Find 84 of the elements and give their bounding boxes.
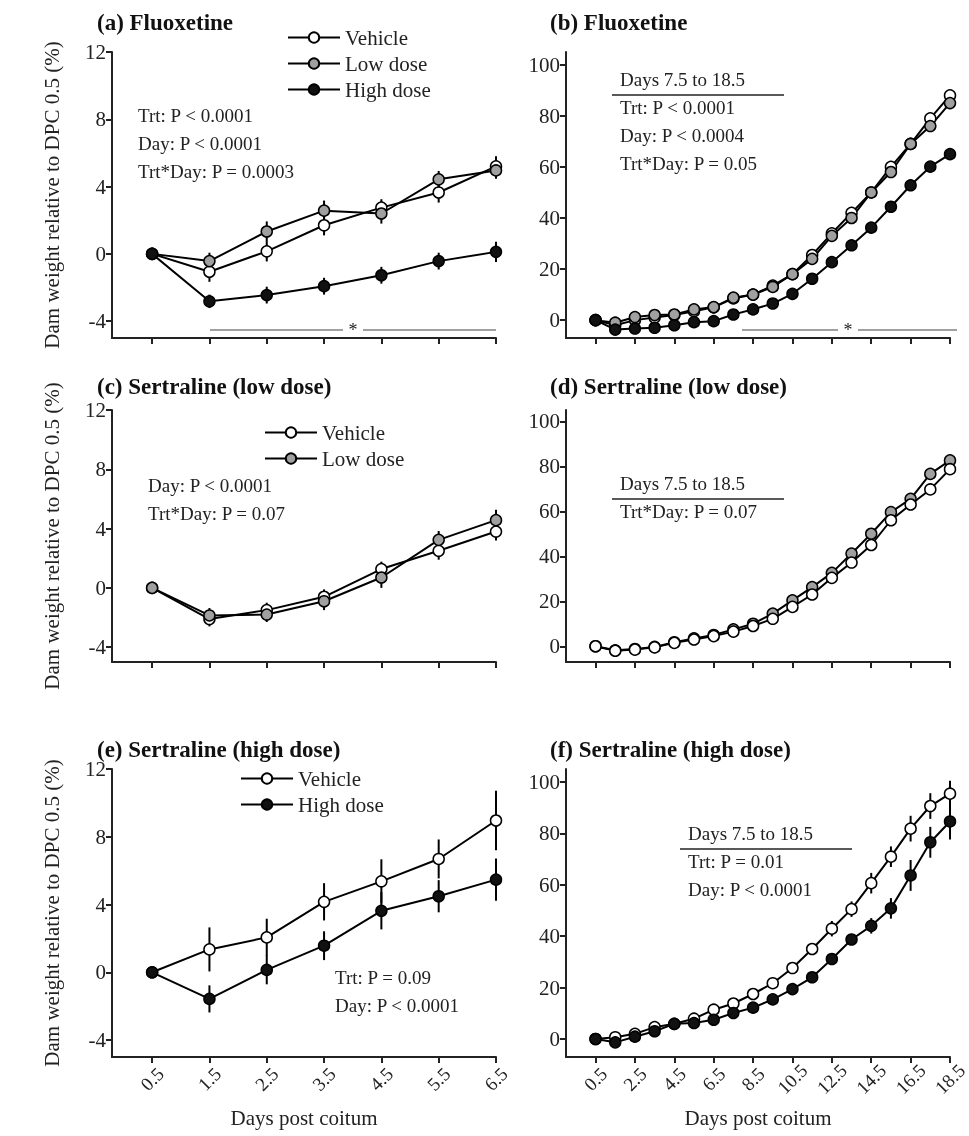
y-tick-label: 0 — [95, 575, 106, 600]
legend-label: Low dose — [322, 446, 405, 471]
y-tick-label: 20 — [539, 257, 560, 282]
y-tick-label: 80 — [539, 454, 560, 479]
y-tick-label: 40 — [539, 544, 560, 569]
x-axis-title: Days post coitum — [230, 1105, 378, 1130]
y-tick-label: -4 — [88, 309, 107, 334]
y-tick-label: 80 — [539, 103, 560, 128]
annotation: Day: P < 0.0001 — [688, 879, 813, 900]
x-tick-label: 4.5 — [658, 1063, 691, 1095]
legend-label: Low dose — [345, 51, 428, 76]
x-tick-label: 1.5 — [193, 1063, 226, 1095]
y-tick-label: 0 — [95, 960, 106, 985]
y-tick-label: 20 — [539, 589, 560, 614]
legend-label: Vehicle — [322, 420, 385, 445]
annotation: Trt*Day: P = 0.0003 — [138, 161, 295, 182]
x-tick-label: 2.5 — [250, 1063, 283, 1095]
y-tick-label: 100 — [528, 769, 560, 794]
y-tick-label: 4 — [95, 174, 107, 199]
y-tick-label: 12 — [85, 40, 106, 64]
chart-title: (a) Fluoxetine — [97, 10, 234, 35]
x-tick-label: 6.5 — [697, 1063, 730, 1095]
y-tick-label: 0 — [549, 634, 560, 659]
y-tick-label: 4 — [95, 516, 107, 541]
legend-label: High dose — [345, 77, 431, 102]
y-axis-title: Dam weight relative to DPC 0.5 (%) — [40, 41, 64, 349]
x-tick-label: 8.5 — [737, 1063, 769, 1095]
y-tick-label: 60 — [539, 499, 560, 524]
x-tick-label: 10.5 — [773, 1059, 812, 1099]
legend-label: High dose — [298, 792, 384, 817]
annotation: Trt*Day: P = 0.05 — [620, 153, 758, 174]
y-tick-label: 80 — [539, 821, 560, 846]
chart-title: (c) Sertraline (low dose) — [97, 374, 332, 399]
x-tick-label: 18.5 — [930, 1059, 969, 1099]
annotation: Days 7.5 to 18.5 — [688, 823, 814, 844]
x-tick-label: 16.5 — [891, 1059, 930, 1099]
y-axis-title: Dam weight relative to DPC 0.5 (%) — [40, 382, 64, 690]
x-tick-label: 0.5 — [136, 1063, 168, 1095]
y-axis-title: Dam weight relative to DPC 0.5 (%) — [40, 759, 64, 1067]
annotation: * — [348, 320, 358, 340]
annotation: Trt: P = 0.01 — [688, 851, 784, 872]
y-tick-label: 8 — [95, 457, 106, 482]
annotation: Day: P < 0.0001 — [138, 133, 263, 154]
y-tick-label: 60 — [539, 154, 560, 179]
x-tick-label: 0.5 — [579, 1063, 612, 1095]
chart-title: (d) Sertraline (low dose) — [550, 374, 787, 399]
y-tick-label: 8 — [95, 824, 106, 849]
x-tick-label: 2.5 — [619, 1063, 651, 1095]
annotation: Trt*Day: P = 0.07 — [148, 503, 286, 524]
y-tick-label: 100 — [528, 52, 560, 77]
x-axis-title: Days post coitum — [684, 1105, 832, 1130]
chart-title: (b) Fluoxetine — [550, 10, 688, 35]
annotation: Day: P < 0.0004 — [620, 125, 745, 146]
x-tick-label: 5.5 — [422, 1063, 455, 1095]
y-tick-label: 0 — [549, 308, 560, 333]
chart-title: (f) Sertraline (high dose) — [550, 737, 791, 762]
y-tick-label: 100 — [528, 409, 560, 434]
x-tick-label: 14.5 — [852, 1059, 891, 1099]
y-tick-label: 40 — [539, 924, 560, 949]
y-tick-label: -4 — [88, 1028, 107, 1053]
y-tick-label: 20 — [539, 975, 560, 1000]
legend-label: Vehicle — [298, 766, 361, 791]
annotation: * — [843, 320, 853, 340]
y-tick-label: 60 — [539, 872, 560, 897]
x-tick-label: 6.5 — [480, 1063, 512, 1095]
y-tick-label: 40 — [539, 205, 560, 230]
annotation: Trt: P < 0.0001 — [620, 97, 735, 118]
y-tick-label: 0 — [549, 1027, 560, 1051]
legend-label: Vehicle — [345, 25, 408, 50]
annotation: Trt: P < 0.0001 — [138, 105, 253, 126]
annotation: Trt*Day: P = 0.07 — [620, 501, 758, 522]
annotation: Days 7.5 to 18.5 — [620, 69, 746, 90]
annotation: Days 7.5 to 18.5 — [620, 473, 746, 494]
x-tick-label: 4.5 — [365, 1063, 398, 1095]
x-tick-label: 3.5 — [308, 1063, 340, 1095]
annotation: Day: P < 0.0001 — [148, 475, 273, 496]
annotation: Day: P < 0.0001 — [335, 995, 460, 1016]
annotation: Trt: P = 0.09 — [335, 967, 431, 988]
y-tick-label: 0 — [95, 241, 106, 266]
y-tick-label: 12 — [85, 398, 106, 422]
y-tick-label: 4 — [95, 892, 107, 917]
y-tick-label: 8 — [95, 107, 106, 132]
x-tick-label: 12.5 — [812, 1059, 852, 1099]
y-tick-label: -4 — [88, 635, 107, 660]
